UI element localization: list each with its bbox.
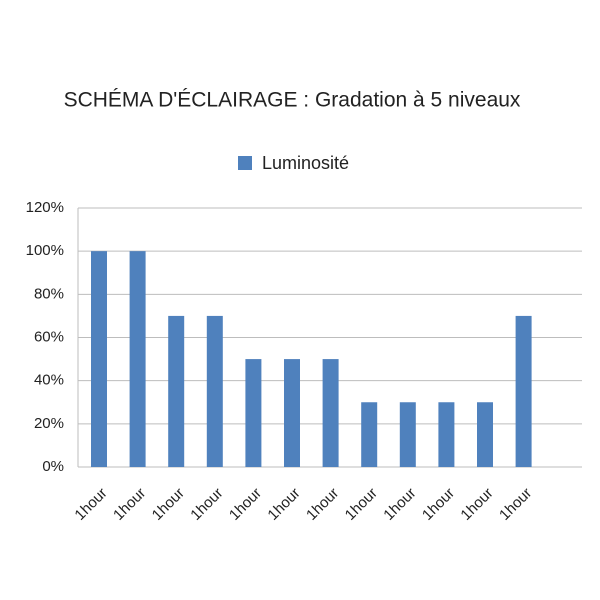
- bar: [361, 402, 378, 467]
- bar: [168, 315, 185, 467]
- bar: [477, 402, 493, 467]
- bar: [322, 359, 339, 467]
- y-tick-label: 40%: [34, 372, 64, 389]
- legend-label: Luminosité: [262, 153, 349, 173]
- bar: [284, 359, 300, 467]
- y-tick-label: 20%: [34, 415, 64, 432]
- y-tick-label: 120%: [26, 199, 64, 216]
- y-tick-label: 60%: [34, 328, 64, 345]
- bar: [129, 251, 146, 467]
- bar: [515, 315, 532, 467]
- y-tick-label: 100%: [26, 242, 64, 259]
- bar: [91, 251, 107, 467]
- chart-title: SCHÉMA D'ÉCLAIRAGE : Gradation à 5 nivea…: [64, 89, 521, 112]
- y-tick-label: 0%: [42, 458, 64, 475]
- legend-swatch: [238, 156, 252, 170]
- y-tick-label: 80%: [34, 285, 64, 302]
- bar: [399, 402, 416, 467]
- bar: [206, 315, 223, 467]
- bar: [438, 402, 455, 467]
- bar: [245, 359, 262, 467]
